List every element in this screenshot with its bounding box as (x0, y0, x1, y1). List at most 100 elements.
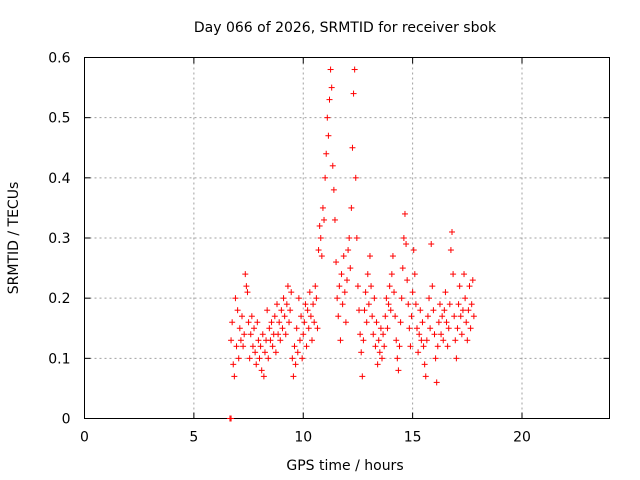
data-point-marker (470, 313, 477, 320)
data-point-marker (251, 325, 258, 332)
data-point-marker (467, 325, 474, 332)
x-tick-labels: 0 5 10 15 20 (80, 430, 531, 446)
x-tick-label: 15 (404, 430, 422, 446)
data-point-marker (469, 277, 476, 284)
data-point-marker (418, 337, 425, 344)
data-point-marker (310, 301, 317, 308)
data-point-marker (318, 253, 325, 260)
data-point-marker (294, 349, 301, 356)
data-point-marker (388, 271, 395, 278)
data-point-marker (383, 295, 390, 302)
data-point-marker (246, 355, 253, 362)
data-point-marker (379, 355, 385, 362)
data-point-marker (438, 331, 445, 338)
data-point-marker (339, 301, 346, 308)
data-point-marker (255, 337, 262, 344)
data-point-marker (295, 295, 302, 302)
x-tick-label: 0 (80, 430, 89, 446)
y-tick-label: 0.1 (48, 351, 70, 367)
data-point-marker (319, 204, 326, 211)
data-point-marker (382, 313, 389, 320)
data-point-marker (307, 313, 314, 320)
data-point-marker (266, 325, 273, 332)
data-point-marker (289, 355, 296, 362)
data-point-marker (451, 313, 458, 320)
data-point-marker (279, 325, 286, 332)
data-point-marker (427, 325, 434, 332)
data-point-marker (376, 349, 383, 356)
data-point-marker (397, 319, 404, 326)
data-point-marker (406, 325, 413, 332)
data-point-marker (334, 295, 341, 302)
data-point-marker (419, 319, 426, 326)
data-point-marker (414, 325, 420, 332)
data-point-marker (327, 66, 334, 73)
data-point-marker (385, 301, 392, 308)
data-point-marker (347, 265, 354, 272)
y-tick-label: 0.3 (48, 231, 70, 247)
data-point-marker (440, 337, 447, 344)
data-point-marker (417, 307, 424, 314)
data-point-marker (286, 319, 293, 326)
data-point-marker (228, 337, 235, 344)
data-point-marker (405, 301, 412, 308)
data-point-marker (302, 301, 309, 308)
data-point-marker (333, 259, 340, 266)
data-point-marker (345, 247, 352, 254)
y-tick-label: 0.4 (48, 171, 70, 187)
data-point-marker (393, 337, 400, 344)
data-point-marker (434, 343, 441, 350)
data-point-marker (300, 331, 307, 338)
data-point-marker (439, 313, 446, 320)
data-point-marker (398, 295, 405, 302)
data-point-marker (384, 325, 391, 332)
data-point-marker (293, 325, 300, 332)
data-point-marker (357, 331, 364, 338)
data-point-marker (360, 337, 367, 344)
data-point-marker (456, 283, 463, 290)
data-point-marker (256, 355, 263, 362)
data-point-marker (462, 295, 469, 302)
data-point-marker (249, 343, 256, 350)
data-point-marker (321, 216, 328, 223)
data-point-marker (284, 283, 291, 290)
data-point-marker (338, 271, 345, 278)
data-point-marker (342, 319, 349, 326)
data-point-marker (313, 295, 320, 302)
data-point-marker (430, 307, 437, 314)
data-point-marker (328, 84, 335, 91)
data-point-marker (364, 271, 371, 278)
data-point-marker (259, 331, 266, 338)
data-point-marker (245, 319, 252, 326)
data-point-marker (441, 307, 448, 314)
data-point-marker (400, 235, 407, 241)
data-point-marker (234, 307, 241, 314)
data-point-marker (242, 271, 249, 278)
data-point-marker (269, 343, 276, 350)
data-point-marker (271, 313, 278, 320)
data-point-marker (296, 337, 303, 344)
data-point-marker (386, 283, 393, 290)
data-point-marker (450, 271, 457, 278)
data-point-marker (287, 307, 294, 314)
data-point-marker (428, 241, 435, 248)
data-point-marker (455, 301, 462, 308)
data-point-marker (461, 271, 468, 278)
x-tick-label: 5 (189, 430, 198, 446)
data-point-marker (431, 331, 438, 338)
data-point-marker (277, 337, 284, 344)
data-point-marker (399, 265, 406, 272)
data-point-marker (265, 355, 272, 362)
data-point-marker (356, 307, 363, 314)
data-point-marker (408, 313, 415, 320)
data-point-marker (229, 319, 236, 326)
data-point-marker (275, 331, 282, 338)
data-point-marker (466, 283, 473, 290)
data-point-marker (412, 301, 419, 308)
data-point-marker (465, 307, 472, 314)
data-point-marker (231, 373, 238, 380)
data-point-marker (312, 283, 319, 290)
data-point-marker (457, 313, 464, 320)
data-point-marker (447, 247, 454, 254)
